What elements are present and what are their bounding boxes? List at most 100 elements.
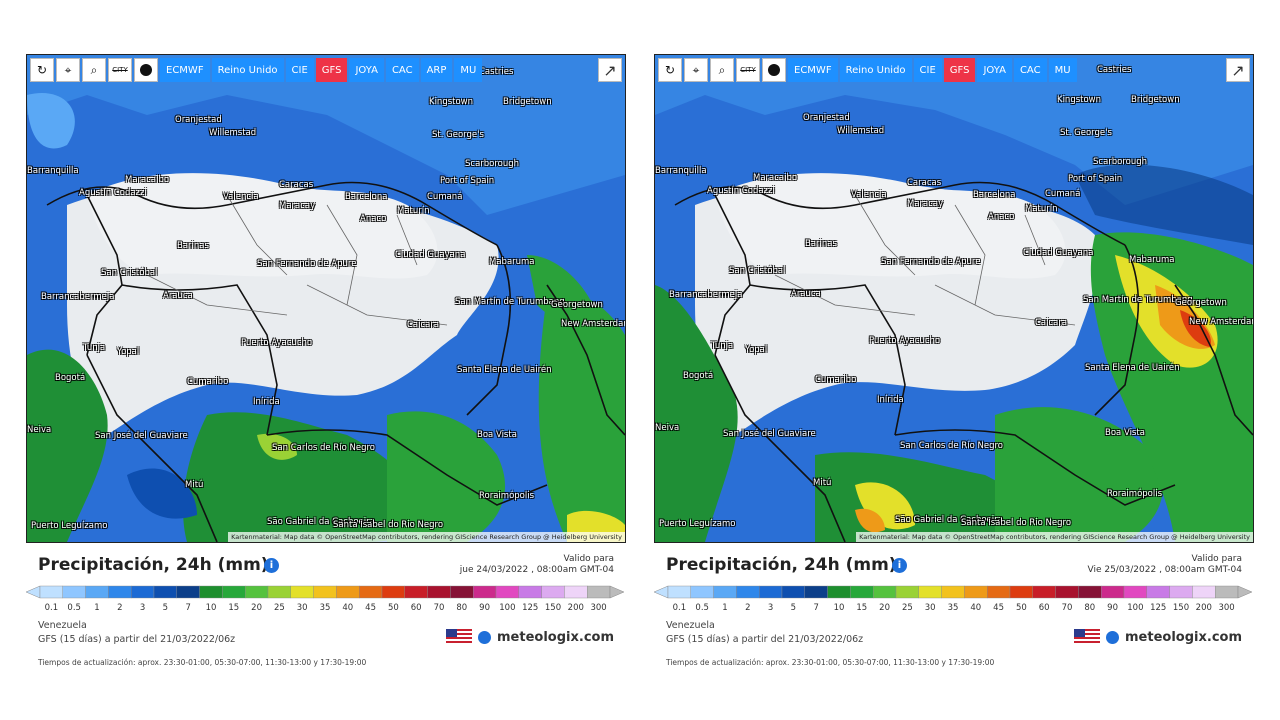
share-icon[interactable]: ↗ xyxy=(598,58,622,82)
city-label: San José del Guaviare xyxy=(95,431,188,441)
city-label: Castries xyxy=(479,67,514,77)
city-toggle-icon[interactable]: CITY xyxy=(736,58,760,82)
precipitation-map[interactable]: ↻ ⌖ ⌕ CITY ECMWF Reino Unido CIE GFS JOY… xyxy=(26,54,626,543)
city-label: San Martín de Turumbang xyxy=(455,297,565,307)
scale-tick-label: 50 xyxy=(387,603,399,613)
scale-tick-label: 70 xyxy=(1061,603,1073,613)
model-cac[interactable]: CAC xyxy=(385,58,419,82)
refresh-icon[interactable]: ↻ xyxy=(658,58,682,82)
city-label: Boa Vista xyxy=(477,430,517,440)
dot-icon[interactable] xyxy=(762,58,786,82)
city-label: Port of Spain xyxy=(1068,174,1123,184)
city-label: Scarborough xyxy=(1093,157,1148,167)
city-toggle-icon[interactable]: CITY xyxy=(108,58,132,82)
city-label: Arauca xyxy=(791,289,821,299)
scale-swatch xyxy=(85,585,109,599)
scale-swatch xyxy=(290,585,314,599)
map-toolbar: ↻ ⌖ ⌕ CITY ECMWF Reino Unido CIE GFS JOY… xyxy=(30,58,483,82)
model-mu[interactable]: MU xyxy=(454,58,483,82)
brand[interactable]: meteologix.com xyxy=(446,629,614,645)
scale-tick-label: 0.5 xyxy=(695,603,709,613)
model-cie[interactable]: CIE xyxy=(285,58,314,82)
us-flag-icon[interactable] xyxy=(446,629,473,645)
us-flag-icon[interactable] xyxy=(1074,629,1101,645)
model-joya[interactable]: JOYA xyxy=(349,58,384,82)
model-mu[interactable]: MU xyxy=(1048,58,1077,82)
zoom-icon[interactable]: ⌕ xyxy=(82,58,106,82)
city-label: Inírida xyxy=(877,395,904,405)
scale-tick-label: 3 xyxy=(139,603,146,613)
scale-swatch xyxy=(359,585,383,599)
city-label: Caicara xyxy=(1035,318,1068,328)
scale-swatch xyxy=(1009,585,1033,599)
scale-ticks: 0.1 0.5 1 2 3 5 7 10 15 20 25 30 35 40 45 50 60 70 80 90 100… xyxy=(26,603,624,615)
scale-swatch xyxy=(804,585,828,599)
valid-for: Valido para Vie 25/03/2022 , 08:00am GMT… xyxy=(1087,554,1242,576)
zoom-icon[interactable]: ⌕ xyxy=(710,58,734,82)
map-canvas[interactable] xyxy=(655,55,1253,542)
model-joya[interactable]: JOYA xyxy=(977,58,1012,82)
city-label: Mitú xyxy=(185,480,204,490)
scale-swatch xyxy=(39,585,63,599)
scale-swatch xyxy=(62,585,86,599)
model-cie[interactable]: CIE xyxy=(913,58,942,82)
model-ecmwf[interactable]: ECMWF xyxy=(160,58,210,82)
city-label: San Fernando de Apure xyxy=(257,259,357,269)
scale-tick-label: 25 xyxy=(273,603,285,613)
location-pin-icon[interactable]: ⌖ xyxy=(684,58,708,82)
map-attribution: Kartenmaterial: Map data © OpenStreetMap… xyxy=(228,532,625,542)
scale-ticks: 0.1 0.5 1 2 3 5 7 10 15 20 25 30 35 40 45 50 60 70 80 90 100… xyxy=(654,603,1252,615)
city-label: Ciudad Guayana xyxy=(395,250,466,260)
model-reino-unido[interactable]: Reino Unido xyxy=(839,58,912,82)
refresh-icon[interactable]: ↻ xyxy=(30,58,54,82)
scale-tick-label: 15 xyxy=(228,603,240,613)
city-label: Valencia xyxy=(223,192,259,202)
city-label: Anaco xyxy=(360,214,387,224)
map-toolbar: ↻ ⌖ ⌕ CITY ECMWF Reino Unido CIE GFS JOY… xyxy=(658,58,1077,82)
scale-swatch xyxy=(941,585,965,599)
scale-tick-label: 20 xyxy=(879,603,891,613)
city-label: Bogotá xyxy=(683,371,714,381)
city-label: San Carlos de Río Negro xyxy=(900,441,1004,451)
scale-tick-label: 2 xyxy=(745,603,751,613)
share-icon[interactable]: ↗ xyxy=(1226,58,1250,82)
scale-swatch xyxy=(736,585,760,599)
model-gfs[interactable]: GFS xyxy=(315,58,348,82)
scale-arrow-right xyxy=(1237,585,1252,599)
region-label: Venezuela xyxy=(38,620,87,631)
map-title: Precipitación, 24h (mm) xyxy=(38,555,269,575)
scale-tick-label: 35 xyxy=(947,603,959,613)
scale-tick-label: 45 xyxy=(993,603,1005,613)
city-label: Georgetown xyxy=(551,300,603,310)
scale-swatch xyxy=(336,585,360,599)
map-title: Precipitación, 24h (mm) xyxy=(666,555,897,575)
info-icon[interactable]: i xyxy=(892,558,907,573)
map-canvas[interactable] xyxy=(27,55,625,542)
city-label: Georgetown xyxy=(1175,298,1227,308)
model-cac[interactable]: CAC xyxy=(1013,58,1047,82)
city-label: Oranjestad xyxy=(175,115,222,125)
model-ecmwf[interactable]: ECMWF xyxy=(788,58,838,82)
precipitation-map[interactable]: ↻ ⌖ ⌕ CITY ECMWF Reino Unido CIE GFS JOY… xyxy=(654,54,1254,543)
scale-tick-label: 90 xyxy=(1107,603,1119,613)
city-label: Cumaná xyxy=(427,192,463,202)
model-gfs[interactable]: GFS xyxy=(943,58,976,82)
location-pin-icon[interactable]: ⌖ xyxy=(56,58,80,82)
scale-tick-label: 45 xyxy=(365,603,377,613)
brand[interactable]: meteologix.com xyxy=(1074,629,1242,645)
scale-swatch xyxy=(1032,585,1056,599)
model-arp[interactable]: ARP xyxy=(420,58,453,82)
scale-swatch xyxy=(850,585,874,599)
scale-swatch xyxy=(1055,585,1079,599)
city-label: Cumaná xyxy=(1045,189,1081,199)
dot-icon[interactable] xyxy=(134,58,158,82)
city-label: San Cristóbal xyxy=(101,268,158,278)
scale-swatch xyxy=(244,585,269,599)
scale-swatch xyxy=(667,585,691,599)
city-label: Caicara xyxy=(407,320,440,330)
city-label: Port of Spain xyxy=(440,176,495,186)
scale-tick-label: 1 xyxy=(722,603,728,613)
info-icon[interactable]: i xyxy=(264,558,279,573)
city-label: Maracay xyxy=(279,201,316,211)
model-reino-unido[interactable]: Reino Unido xyxy=(211,58,284,82)
